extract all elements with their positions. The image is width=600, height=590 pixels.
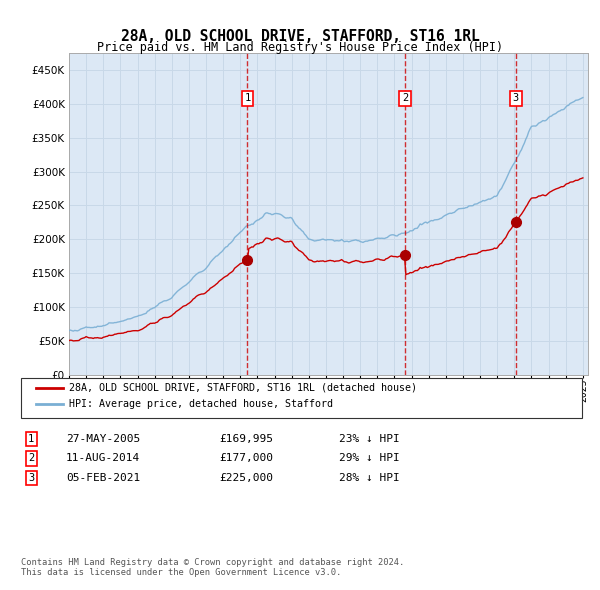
Text: 27-MAY-2005: 27-MAY-2005 (66, 434, 140, 444)
Text: 1: 1 (28, 434, 34, 444)
Text: 2: 2 (28, 454, 34, 463)
Text: 29% ↓ HPI: 29% ↓ HPI (339, 454, 400, 463)
Text: £177,000: £177,000 (219, 454, 273, 463)
Text: 1: 1 (244, 93, 251, 103)
Text: 3: 3 (513, 93, 519, 103)
Text: 11-AUG-2014: 11-AUG-2014 (66, 454, 140, 463)
Text: HPI: Average price, detached house, Stafford: HPI: Average price, detached house, Staf… (69, 399, 333, 408)
Text: Price paid vs. HM Land Registry's House Price Index (HPI): Price paid vs. HM Land Registry's House … (97, 41, 503, 54)
Text: 28% ↓ HPI: 28% ↓ HPI (339, 473, 400, 483)
Text: 3: 3 (28, 473, 34, 483)
Text: 28A, OLD SCHOOL DRIVE, STAFFORD, ST16 1RL (detached house): 28A, OLD SCHOOL DRIVE, STAFFORD, ST16 1R… (69, 383, 417, 392)
Text: Contains HM Land Registry data © Crown copyright and database right 2024.
This d: Contains HM Land Registry data © Crown c… (21, 558, 404, 577)
Text: 23% ↓ HPI: 23% ↓ HPI (339, 434, 400, 444)
Text: 2: 2 (402, 93, 408, 103)
Text: £169,995: £169,995 (219, 434, 273, 444)
Text: 05-FEB-2021: 05-FEB-2021 (66, 473, 140, 483)
Text: 28A, OLD SCHOOL DRIVE, STAFFORD, ST16 1RL: 28A, OLD SCHOOL DRIVE, STAFFORD, ST16 1R… (121, 30, 479, 44)
Text: £225,000: £225,000 (219, 473, 273, 483)
